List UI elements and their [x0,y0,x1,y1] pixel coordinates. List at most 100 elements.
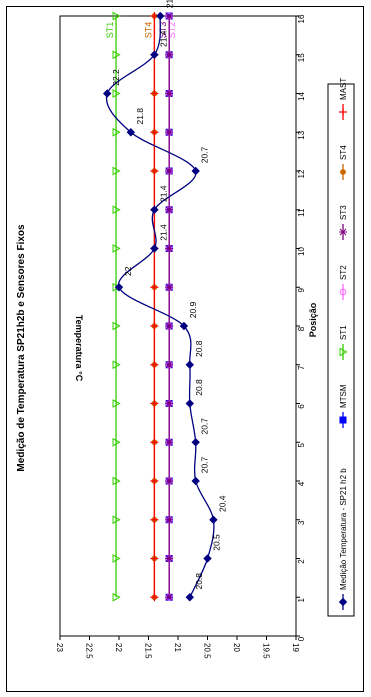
y-tick-label: 19 [291,643,300,652]
data-label: 22.2 [111,69,121,86]
series-mast [150,12,159,602]
data-point [112,399,121,408]
data-point [203,554,212,563]
legend-swatch-marker [339,416,347,424]
data-point [165,438,174,446]
data-point [112,205,121,215]
data-point [150,399,159,408]
data-point [191,438,200,447]
data-point [150,554,159,563]
data-point [150,167,159,175]
data-point [112,554,121,563]
legend-label: MAST [339,78,348,100]
data-point [150,205,159,214]
series-st1: ST1 [105,11,121,602]
title-layer: Medição de Temperatura SP21h2b e Sensore… [16,224,318,472]
legend-swatch-marker [339,108,347,116]
data-point [185,399,195,408]
x-tick-label: 2 [297,559,306,564]
data-point [179,321,189,331]
data-point [112,50,121,60]
legend-swatch-marker [340,169,346,175]
data-point [112,244,121,253]
data-point [209,515,218,524]
chart-title: Medição de Temperatura SP21h2b e Sensore… [16,224,27,472]
x-tick-label: 3 [297,520,306,525]
data-label: 20.4 [217,495,227,512]
x-tick-label: 7 [297,365,306,370]
data-point [165,90,174,97]
data-point [156,11,165,21]
x-tick-label: 1 [297,597,306,602]
x-axis-label: Posição [308,302,318,337]
data-point [165,400,174,407]
data-point [150,89,159,98]
data-point [165,593,174,601]
data-point [112,437,121,447]
y-tick-label: 20.5 [203,643,212,659]
series-end-label: ST1 [105,22,115,39]
legend-label: Medição Temperatura - SP21 h2 b [339,468,348,590]
x-tick-label: 15 [297,53,306,62]
x-tick-label: 9 [297,287,306,292]
y-tick-label: 21 [173,643,182,652]
data-point [150,283,159,292]
data-label: 20.7 [200,146,210,163]
legend-swatch-marker [339,347,348,357]
x-tick-label: 10 [297,247,306,256]
data-label: 21.3 [164,0,174,8]
data-point [112,89,121,98]
legend-swatch-marker [339,228,347,236]
data-label: 20.8 [194,573,204,590]
legend: Medição Temperatura - SP21 h2 b MTSM ST1 ST… [327,78,355,617]
data-point [191,166,200,176]
y-tick-label: 22 [114,643,123,652]
x-tick-label: 12 [297,169,306,178]
x-tick-label: 11 [297,208,306,217]
data-label: 20.7 [200,418,210,435]
series-end-label: ST3 [158,22,168,39]
x-tick-label: 16 [297,14,306,23]
y-tick-label: 19.5 [262,643,271,659]
x-tick-label: 8 [297,326,306,331]
y-tick-label: 22.5 [85,643,94,659]
legend-label: ST2 [339,265,348,280]
legend-label: ST3 [339,205,348,220]
data-point [165,283,174,291]
data-point [165,245,174,252]
data-point [150,438,159,447]
data-label: 20.7 [200,456,210,473]
data-point [165,167,174,175]
data-point [150,244,159,253]
data-point [165,516,174,524]
legend-label: MTSM [339,384,348,408]
legend-label: ST1 [339,325,348,340]
x-tick-label: 14 [297,92,306,101]
data-label: 20.9 [188,301,198,318]
data-point [150,322,159,330]
data-point [191,476,200,486]
data-label: 20.8 [194,379,204,396]
data-point [165,361,174,369]
data-point [150,360,159,369]
y-tick-label: 21.5 [144,643,153,659]
legend-swatch-marker [338,597,348,607]
data-point [165,12,174,20]
data-label: 22 [123,266,133,276]
data-point [165,51,174,59]
series-st3: ST3 [158,12,174,601]
y-axis-label: Temperatura °C [74,315,84,382]
data-point [165,128,174,136]
data-point [185,360,195,369]
y-tick-label: 20 [232,643,241,652]
data-point [114,283,124,292]
x-tick-label: 13 [297,130,306,139]
data-point [150,50,159,59]
data-point [165,206,174,214]
data-point [165,477,174,485]
data-point [185,593,195,602]
data-point [112,592,121,602]
data-label: 21.8 [135,108,145,125]
